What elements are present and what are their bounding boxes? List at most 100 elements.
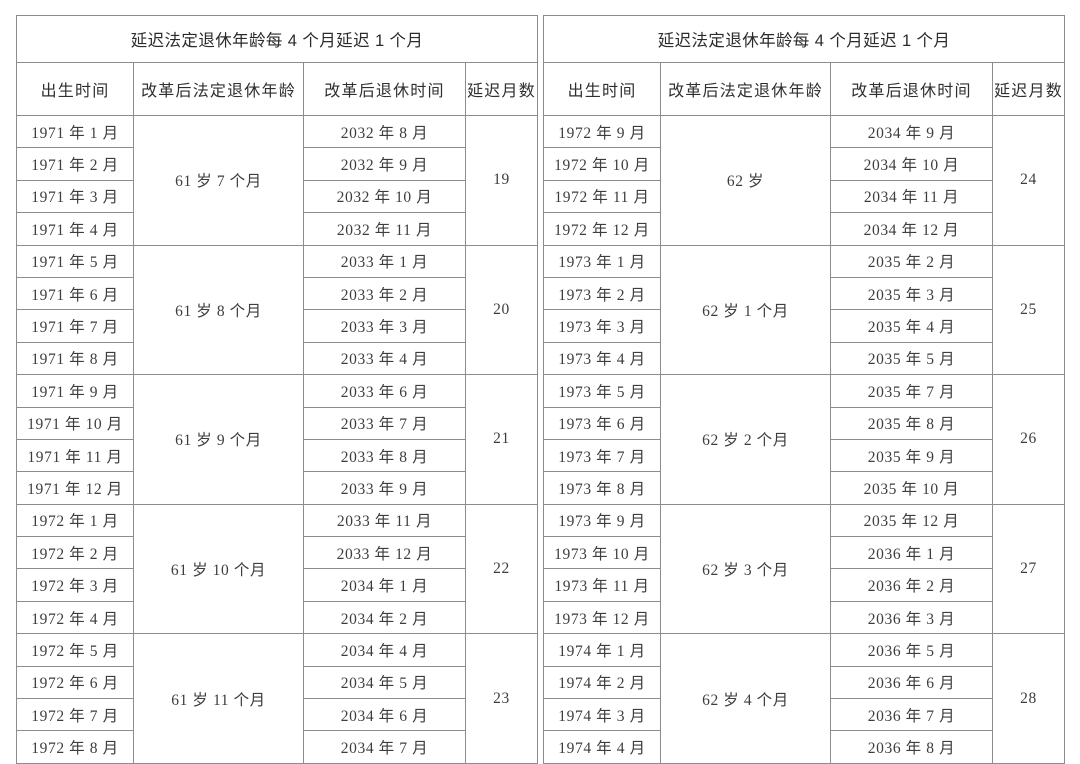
table-row: 1972 年 5 月 61 岁 11 个月 2034 年 4 月 23 [16, 633, 539, 764]
table-row: 1973 年 8 月 2035 年 10 月 [543, 471, 1065, 505]
cell-retirement-date: 2033 年 3 月 [303, 309, 466, 343]
cell-delay-months: 25 [991, 244, 1066, 376]
table-row: 1973 年 1 月 62 岁 1 个月 2035 年 2 月 25 [543, 244, 1066, 376]
cell-retirement-date: 2033 年 4 月 [303, 341, 466, 376]
cell-birth-date: 1974 年 3 月 [543, 698, 661, 732]
cell-birth-date: 1972 年 9 月 [543, 114, 661, 149]
cell-birth-date: 1973 年 12 月 [543, 600, 661, 635]
cell-birth-date: 1971 年 5 月 [16, 244, 134, 278]
cell-retirement-date: 2036 年 3 月 [830, 600, 993, 635]
cell-retirement-date: 2033 年 11 月 [303, 503, 466, 538]
cell-retirement-date: 2033 年 7 月 [303, 406, 466, 440]
cell-retirement-date: 2036 年 6 月 [830, 665, 993, 700]
cell-birth-date: 1973 年 8 月 [543, 471, 661, 505]
table-row: 1973 年 10 月 2036 年 1 月 [543, 536, 1065, 570]
cell-retirement-date: 2035 年 12 月 [830, 503, 993, 538]
cell-birth-date: 1971 年 4 月 [16, 212, 134, 246]
table-row: 1973 年 9 月 62 岁 3 个月 2035 年 12 月 27 [543, 503, 1066, 635]
cell-retirement-date: 2036 年 5 月 [830, 633, 993, 667]
table-row: 1972 年 8 月 2034 年 7 月 [16, 730, 538, 764]
table-title-right: 延迟法定退休年龄每 4 个月延迟 1 个月 [542, 15, 1066, 63]
table-row: 1974 年 2 月 2036 年 6 月 [543, 665, 1065, 700]
cell-delay-months: 26 [991, 374, 1066, 505]
table-row: 1971 年 6 月 2033 年 2 月 [16, 276, 538, 311]
table-title-row: 延迟法定退休年龄每 4 个月延迟 1 个月 [542, 15, 1066, 63]
cell-retirement-date: 2036 年 2 月 [830, 568, 993, 602]
cell-statutory-retirement-age: 62 岁 2 个月 [660, 374, 831, 505]
cell-delay-months: 21 [464, 374, 539, 505]
table-row: 1971 年 4 月 2032 年 11 月 [16, 212, 538, 246]
cell-birth-date: 1972 年 4 月 [16, 600, 134, 635]
column-header-retirement-date: 改革后退休时间 [830, 62, 993, 116]
cell-birth-date: 1973 年 10 月 [543, 536, 661, 570]
table-title-left: 延迟法定退休年龄每 4 个月延迟 1 个月 [15, 15, 539, 63]
cell-birth-date: 1971 年 6 月 [16, 276, 134, 311]
table-row: 1971 年 7 月 2033 年 3 月 [16, 309, 538, 343]
cell-retirement-date: 2032 年 10 月 [303, 179, 466, 214]
cell-retirement-date: 2034 年 2 月 [303, 600, 466, 635]
table-row: 1973 年 4 月 2035 年 5 月 [543, 341, 1065, 376]
cell-birth-date: 1971 年 1 月 [16, 114, 134, 149]
cell-retirement-date: 2035 年 3 月 [830, 276, 993, 311]
retirement-schedule-table-right: 延迟法定退休年龄每 4 个月延迟 1 个月 出生时间 改革后法定退休年龄 改革后退休时… [542, 15, 1066, 764]
cell-retirement-date: 2035 年 4 月 [830, 309, 993, 343]
cell-statutory-retirement-age: 61 岁 8 个月 [133, 244, 304, 376]
cell-birth-date: 1971 年 7 月 [16, 309, 134, 343]
column-header-statutory-retirement-age: 改革后法定退休年龄 [133, 62, 304, 116]
cell-delay-months: 27 [991, 503, 1066, 635]
cell-birth-date: 1972 年 10 月 [543, 147, 661, 181]
cell-birth-date: 1972 年 1 月 [16, 503, 134, 538]
cell-statutory-retirement-age: 61 岁 11 个月 [133, 633, 304, 764]
cell-statutory-retirement-age: 62 岁 3 个月 [660, 503, 831, 635]
retirement-table-right-wrapper: 延迟法定退休年龄每 4 个月延迟 1 个月 出生时间 改革后法定退休年龄 改革后退休时… [542, 15, 1066, 764]
table-row: 1971 年 9 月 61 岁 9 个月 2033 年 6 月 21 [16, 374, 539, 505]
cell-birth-date: 1972 年 8 月 [16, 730, 134, 764]
cell-birth-date: 1972 年 5 月 [16, 633, 134, 667]
cell-statutory-retirement-age: 62 岁 [660, 115, 831, 246]
cell-birth-date: 1974 年 2 月 [543, 665, 661, 700]
table-row: 1973 年 7 月 2035 年 9 月 [543, 438, 1065, 473]
cell-birth-date: 1972 年 6 月 [16, 665, 134, 700]
cell-birth-date: 1971 年 10 月 [16, 406, 134, 440]
table-row: 1972 年 3 月 2034 年 1 月 [16, 568, 538, 602]
cell-statutory-retirement-age: 61 岁 10 个月 [133, 503, 304, 635]
table-row: 1971 年 10 月 2033 年 7 月 [16, 406, 538, 440]
cell-delay-months: 20 [464, 244, 539, 376]
table-header-row: 出生时间 改革后法定退休年龄 改革后退休时间 延迟月数 [16, 62, 539, 116]
table-row: 1974 年 3 月 2036 年 7 月 [543, 698, 1065, 732]
cell-birth-date: 1973 年 7 月 [543, 438, 661, 473]
cell-birth-date: 1972 年 7 月 [16, 698, 134, 732]
cell-retirement-date: 2032 年 11 月 [303, 212, 466, 246]
cell-retirement-date: 2032 年 8 月 [303, 114, 466, 149]
cell-retirement-date: 2035 年 9 月 [830, 438, 993, 473]
table-row: 1972 年 2 月 2033 年 12 月 [16, 536, 538, 570]
table-title-row: 延迟法定退休年龄每 4 个月延迟 1 个月 [15, 15, 539, 63]
table-row: 1972 年 10 月 2034 年 10 月 [543, 147, 1065, 181]
cell-birth-date: 1974 年 1 月 [543, 633, 661, 667]
retirement-schedule-table-left: 延迟法定退休年龄每 4 个月延迟 1 个月 出生时间 改革后法定退休年龄 改革后退休时… [15, 15, 539, 764]
cell-retirement-date: 2035 年 5 月 [830, 341, 993, 376]
table-row: 1971 年 2 月 2032 年 9 月 [16, 147, 538, 181]
cell-statutory-retirement-age: 62 岁 1 个月 [660, 244, 831, 376]
cell-statutory-retirement-age: 61 岁 7 个月 [133, 115, 304, 246]
cell-retirement-date: 2034 年 9 月 [830, 114, 993, 149]
table-row: 1972 年 1 月 61 岁 10 个月 2033 年 11 月 22 [16, 503, 539, 635]
cell-retirement-date: 2034 年 6 月 [303, 698, 466, 732]
column-header-birth-date: 出生时间 [16, 62, 134, 116]
column-header-birth-date: 出生时间 [543, 62, 661, 116]
cell-retirement-date: 2036 年 8 月 [830, 730, 993, 764]
cell-retirement-date: 2034 年 5 月 [303, 665, 466, 700]
cell-birth-date: 1973 年 1 月 [543, 244, 661, 278]
cell-retirement-date: 2034 年 4 月 [303, 633, 466, 667]
cell-birth-date: 1973 年 3 月 [543, 309, 661, 343]
cell-retirement-date: 2032 年 9 月 [303, 147, 466, 181]
cell-birth-date: 1973 年 11 月 [543, 568, 661, 602]
cell-statutory-retirement-age: 61 岁 9 个月 [133, 374, 304, 505]
cell-birth-date: 1974 年 4 月 [543, 730, 661, 764]
cell-statutory-retirement-age: 62 岁 4 个月 [660, 633, 831, 764]
cell-retirement-date: 2034 年 10 月 [830, 147, 993, 181]
column-header-statutory-retirement-age: 改革后法定退休年龄 [660, 62, 831, 116]
cell-retirement-date: 2035 年 7 月 [830, 374, 993, 408]
cell-birth-date: 1972 年 12 月 [543, 212, 661, 246]
table-row: 1972 年 11 月 2034 年 11 月 [543, 179, 1065, 214]
